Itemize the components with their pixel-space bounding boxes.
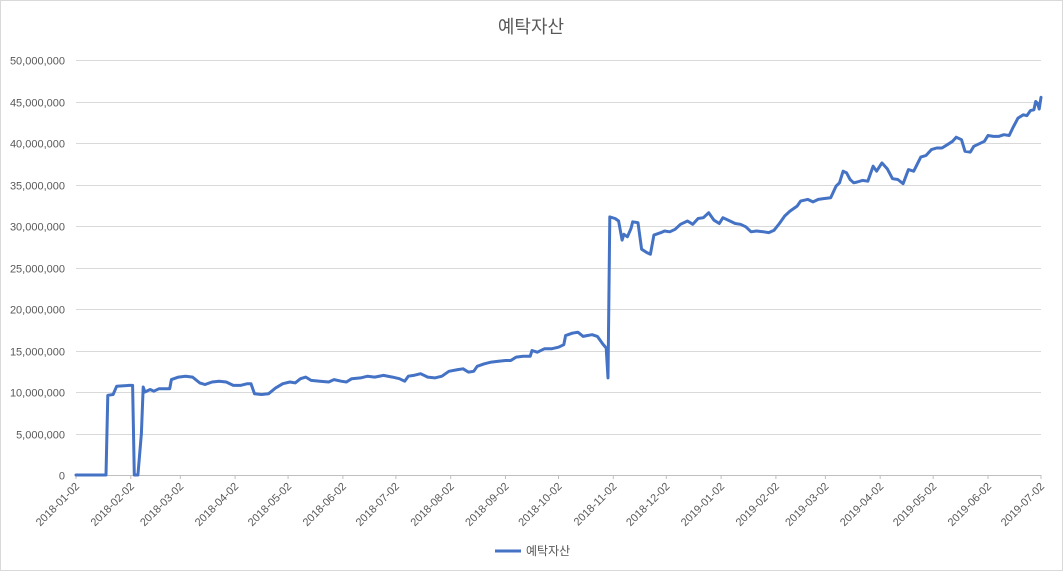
y-tick-label: 15,000,000 bbox=[10, 347, 65, 359]
y-tick-label: 25,000,000 bbox=[10, 264, 65, 276]
x-tick-label: 2018-11-02 bbox=[572, 481, 620, 529]
x-tick-label: 2018-06-02 bbox=[301, 481, 349, 529]
y-tick-label: 45,000,000 bbox=[10, 98, 65, 110]
x-tick-label: 2019-06-02 bbox=[946, 481, 994, 529]
x-tick-label: 2018-04-02 bbox=[193, 481, 241, 529]
x-tick-label: 2019-01-02 bbox=[679, 481, 727, 529]
x-tick-label: 2018-08-02 bbox=[409, 481, 457, 529]
x-tick-label: 2018-01-02 bbox=[34, 481, 82, 529]
chart-title: 예탁자산 bbox=[498, 17, 564, 38]
x-tick-label: 2019-04-02 bbox=[838, 481, 886, 529]
y-tick-label: 10,000,000 bbox=[10, 388, 65, 400]
series-line-1 bbox=[74, 95, 1043, 477]
legend-label-series-1: 예탁자산 bbox=[526, 544, 570, 558]
gridlines bbox=[76, 60, 1041, 476]
y-tick-label: 0 bbox=[59, 471, 65, 483]
x-tick-label: 2018-12-02 bbox=[624, 481, 672, 529]
x-tick-label: 2018-10-02 bbox=[516, 481, 564, 529]
series-layer bbox=[74, 95, 1043, 477]
y-tick-label: 20,000,000 bbox=[10, 305, 65, 317]
x-tick-label: 2019-02-02 bbox=[734, 481, 782, 529]
y-axis-labels: 0 5,000,000 10,000,000 15,000,000 20,000,000… bbox=[10, 56, 65, 483]
y-tick-label: 30,000,000 bbox=[10, 222, 65, 234]
x-tick-label: 2019-07-02 bbox=[999, 481, 1047, 529]
x-tick-label: 2018-05-02 bbox=[246, 481, 294, 529]
x-tick-label: 2019-03-02 bbox=[783, 481, 831, 529]
y-tick-label: 35,000,000 bbox=[10, 181, 65, 193]
legend: 예탁자산 bbox=[495, 544, 570, 558]
x-tick-label: 2018-03-02 bbox=[138, 481, 186, 529]
x-tick-label: 2019-05-02 bbox=[891, 481, 939, 529]
x-tick-label: 2018-02-02 bbox=[89, 481, 137, 529]
x-axis-labels: 2018-01-02 2018-02-02 2018-03-02 2018-04-02… bbox=[34, 475, 1047, 529]
x-tick-label: 2018-07-02 bbox=[354, 481, 402, 529]
y-tick-label: 40,000,000 bbox=[10, 139, 65, 151]
y-tick-label: 5,000,000 bbox=[16, 430, 65, 442]
x-tick-label: 2018-09-02 bbox=[463, 481, 511, 529]
y-tick-label: 50,000,000 bbox=[10, 56, 65, 68]
